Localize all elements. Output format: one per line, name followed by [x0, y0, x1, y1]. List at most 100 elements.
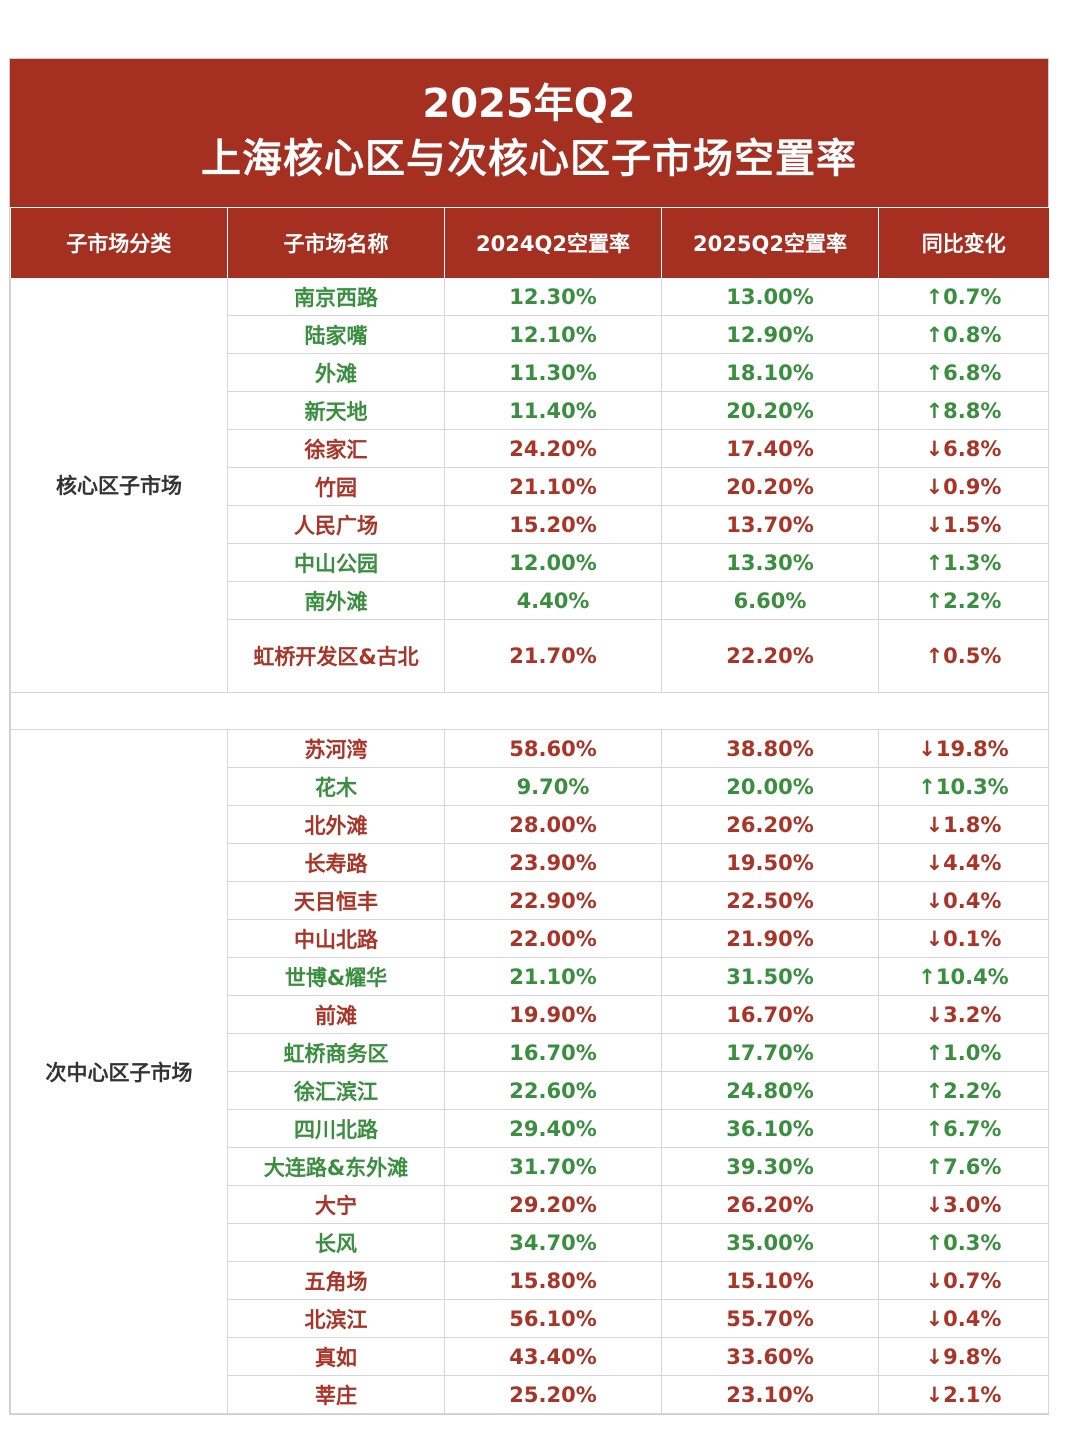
category-cell: 次中心区子市场: [10, 729, 228, 1414]
table-row: 长风 34.70% 35.00% ↑0.3%: [11, 1223, 1049, 1262]
yoy-change-cell: ↓4.4%: [878, 843, 1049, 882]
vacancy-2025-cell: 12.90%: [661, 315, 879, 354]
table-row: 次中心区子市场 苏河湾 58.60% 38.80% ↓19.8%: [10, 729, 1049, 1414]
submarket-name-cell: 苏河湾: [227, 729, 445, 768]
table-body: 核心区子市场 南京西路 12.30% 13.00% ↑0.7% 陆家嘴 12.10% 12.9…: [10, 278, 1049, 1414]
table-row: 南外滩 4.40% 6.60% ↑2.2%: [11, 581, 1049, 620]
yoy-change-cell: ↑0.7%: [878, 278, 1049, 316]
table-title: 2025年Q2 上海核心区与次核心区子市场空置率: [10, 59, 1048, 207]
header-category: 子市场分类: [10, 207, 228, 278]
header-change: 同比变化: [878, 207, 1049, 278]
submarket-name-cell: 人民广场: [227, 505, 445, 544]
header-2025: 2025Q2空置率: [661, 207, 879, 278]
submarket-name-cell: 真如: [227, 1337, 445, 1376]
vacancy-2025-cell: 31.50%: [661, 957, 879, 996]
table-row: 徐汇滨江 22.60% 24.80% ↑2.2%: [11, 1071, 1049, 1110]
vacancy-2024-cell: 24.20%: [444, 429, 662, 468]
vacancy-2024-cell: 11.30%: [444, 353, 662, 392]
vacancy-2024-cell: 29.40%: [444, 1109, 662, 1148]
vacancy-2024-cell: 21.70%: [444, 619, 662, 693]
vacancy-2024-cell: 22.90%: [444, 881, 662, 920]
table-row: 北滨江 56.10% 55.70% ↓0.4%: [11, 1299, 1049, 1338]
yoy-change-cell: ↓0.4%: [878, 1299, 1049, 1338]
vacancy-2025-cell: 18.10%: [661, 353, 879, 392]
group-spacer-row: [10, 692, 1049, 730]
yoy-change-cell: ↓0.4%: [878, 881, 1049, 920]
yoy-change-cell: ↑10.4%: [878, 957, 1049, 996]
vacancy-2025-cell: 55.70%: [661, 1299, 879, 1338]
table-row: 人民广场 15.20% 13.70% ↓1.5%: [11, 505, 1049, 544]
vacancy-table-card: 2025年Q2 上海核心区与次核心区子市场空置率 子市场分类 子市场名称 202…: [9, 58, 1049, 1415]
vacancy-2024-cell: 43.40%: [444, 1337, 662, 1376]
submarket-name-cell: 中山公园: [227, 543, 445, 582]
spacer-cell: [10, 692, 1049, 730]
submarket-name-cell: 北外滩: [227, 805, 445, 844]
yoy-change-cell: ↓0.7%: [878, 1261, 1049, 1300]
table-row: 四川北路 29.40% 36.10% ↑6.7%: [11, 1109, 1049, 1148]
vacancy-2024-cell: 25.20%: [444, 1375, 662, 1414]
submarket-name-cell: 长风: [227, 1223, 445, 1262]
submarket-name-cell: 虹桥商务区: [227, 1033, 445, 1072]
title-line-2: 上海核心区与次核心区子市场空置率: [201, 136, 857, 182]
vacancy-2025-cell: 35.00%: [661, 1223, 879, 1262]
table-row: 世博&耀华 21.10% 31.50% ↑10.4%: [11, 957, 1049, 996]
vacancy-2024-cell: 21.10%: [444, 957, 662, 996]
header-2024: 2024Q2空置率: [444, 207, 662, 278]
vacancy-2024-cell: 19.90%: [444, 995, 662, 1034]
vacancy-2024-cell: 56.10%: [444, 1299, 662, 1338]
vacancy-2024-cell: 34.70%: [444, 1223, 662, 1262]
submarket-name-cell: 大宁: [227, 1185, 445, 1224]
yoy-change-cell: ↑1.3%: [878, 543, 1049, 582]
vacancy-2025-cell: 20.00%: [661, 767, 879, 806]
yoy-change-cell: ↓3.0%: [878, 1185, 1049, 1224]
submarket-name-cell: 中山北路: [227, 919, 445, 958]
table-row: 前滩 19.90% 16.70% ↓3.2%: [11, 995, 1049, 1034]
yoy-change-cell: ↑8.8%: [878, 391, 1049, 430]
vacancy-2024-cell: 22.00%: [444, 919, 662, 958]
table-row: 虹桥开发区&古北 21.70% 22.20% ↑0.5%: [11, 619, 1049, 693]
vacancy-2024-cell: 9.70%: [444, 767, 662, 806]
vacancy-2024-cell: 11.40%: [444, 391, 662, 430]
submarket-name-cell: 陆家嘴: [227, 315, 445, 354]
vacancy-2024-cell: 28.00%: [444, 805, 662, 844]
submarket-name-cell: 五角场: [227, 1261, 445, 1300]
submarket-name-cell: 前滩: [227, 995, 445, 1034]
vacancy-2024-cell: 12.00%: [444, 543, 662, 582]
header-submarket: 子市场名称: [227, 207, 445, 278]
yoy-change-cell: ↓3.2%: [878, 995, 1049, 1034]
submarket-name-cell: 虹桥开发区&古北: [227, 619, 445, 693]
table-row: 陆家嘴 12.10% 12.90% ↑0.8%: [11, 315, 1049, 354]
submarket-name-cell: 新天地: [227, 391, 445, 430]
vacancy-2025-cell: 26.20%: [661, 805, 879, 844]
vacancy-2024-cell: 12.10%: [444, 315, 662, 354]
header-row: 子市场分类 子市场名称 2024Q2空置率 2025Q2空置率 同比变化: [10, 207, 1049, 278]
vacancy-2024-cell: 16.70%: [444, 1033, 662, 1072]
vacancy-2024-cell: 12.30%: [444, 278, 662, 316]
vacancy-2025-cell: 38.80%: [661, 729, 879, 768]
vacancy-2025-cell: 13.00%: [661, 278, 879, 316]
yoy-change-cell: ↑10.3%: [878, 767, 1049, 806]
table-row: 长寿路 23.90% 19.50% ↓4.4%: [11, 843, 1049, 882]
yoy-change-cell: ↓19.8%: [878, 729, 1049, 768]
title-line-1: 2025年Q2: [422, 81, 636, 127]
yoy-change-cell: ↓0.1%: [878, 919, 1049, 958]
vacancy-2024-cell: 21.10%: [444, 467, 662, 506]
vacancy-2025-cell: 24.80%: [661, 1071, 879, 1110]
submarket-name-cell: 徐汇滨江: [227, 1071, 445, 1110]
vacancy-table: 子市场分类 子市场名称 2024Q2空置率 2025Q2空置率 同比变化 核心区…: [10, 207, 1049, 1414]
vacancy-2025-cell: 22.50%: [661, 881, 879, 920]
table-row: 莘庄 25.20% 23.10% ↓2.1%: [11, 1375, 1049, 1414]
submarket-name-cell: 花木: [227, 767, 445, 806]
vacancy-2025-cell: 39.30%: [661, 1147, 879, 1186]
submarket-name-cell: 四川北路: [227, 1109, 445, 1148]
yoy-change-cell: ↑2.2%: [878, 1071, 1049, 1110]
vacancy-2025-cell: 21.90%: [661, 919, 879, 958]
table-row: 真如 43.40% 33.60% ↓9.8%: [11, 1337, 1049, 1376]
vacancy-2025-cell: 6.60%: [661, 581, 879, 620]
submarket-name-cell: 南外滩: [227, 581, 445, 620]
vacancy-2025-cell: 23.10%: [661, 1375, 879, 1414]
submarket-name-cell: 莘庄: [227, 1375, 445, 1414]
submarket-name-cell: 北滨江: [227, 1299, 445, 1338]
vacancy-2024-cell: 15.20%: [444, 505, 662, 544]
vacancy-2025-cell: 16.70%: [661, 995, 879, 1034]
